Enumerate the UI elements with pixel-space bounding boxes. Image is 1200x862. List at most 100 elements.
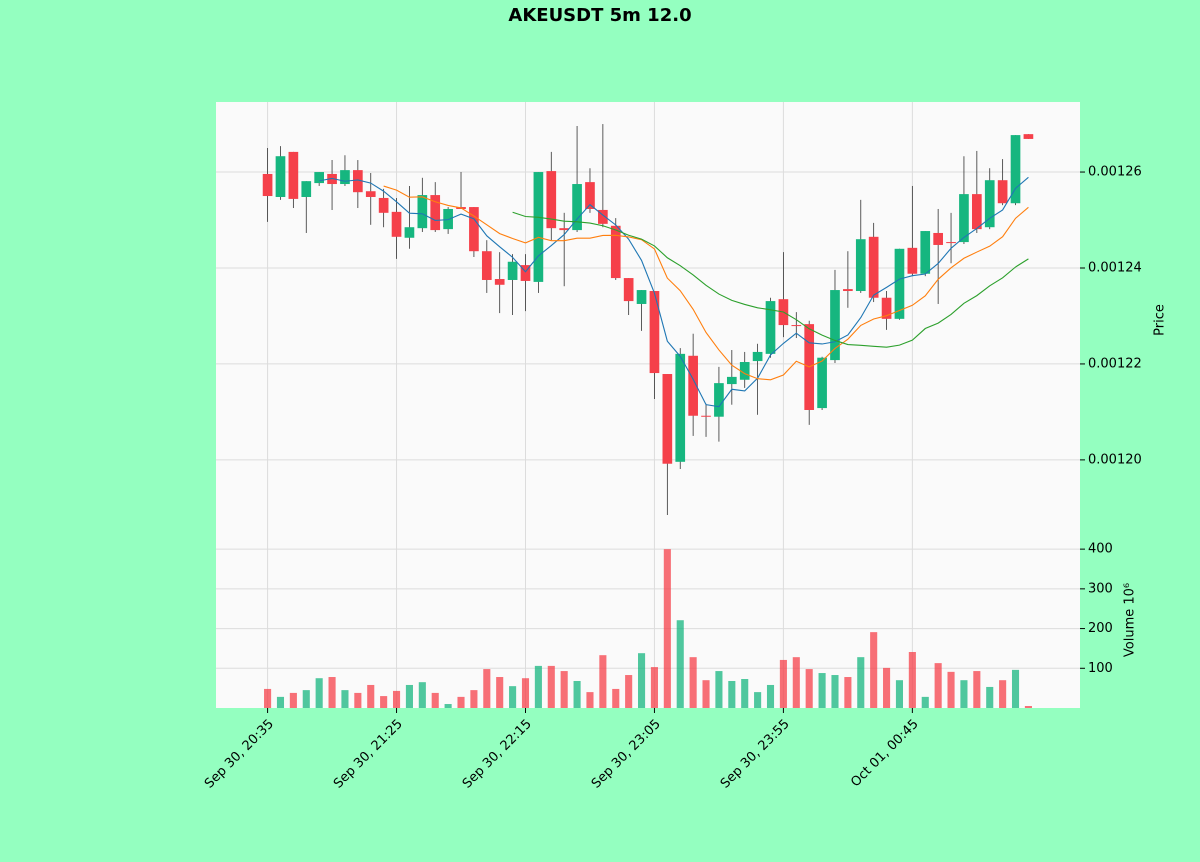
candle-body <box>649 291 660 374</box>
moving-average <box>512 211 1029 348</box>
candle-body <box>868 236 879 298</box>
volume-bar <box>818 673 826 708</box>
candle-body <box>920 231 931 274</box>
volume-bar <box>689 657 697 708</box>
candle-body <box>843 289 853 292</box>
volume-bar <box>483 669 491 708</box>
candle-body <box>933 232 943 245</box>
volume-bar <box>315 678 323 708</box>
volume-bar <box>960 680 968 708</box>
candle-body <box>391 211 402 237</box>
y-tick-label: 0.00120 <box>1088 452 1142 467</box>
candle-body <box>946 242 956 244</box>
volume-bar <box>947 671 955 708</box>
candle-body <box>714 383 724 417</box>
volume-bar <box>663 549 671 708</box>
candle-body <box>726 376 737 385</box>
candle-body <box>688 355 698 416</box>
candle-body <box>701 415 711 417</box>
candle-body <box>765 301 776 354</box>
volume-bar <box>521 678 530 708</box>
candle-body <box>881 297 892 319</box>
volume-bar <box>367 684 375 708</box>
volume-bar <box>676 620 684 708</box>
candle-body <box>894 248 905 319</box>
volume-bar <box>973 671 981 708</box>
candle-body <box>907 247 918 274</box>
candle-body <box>598 209 608 224</box>
volume-bar <box>328 677 336 708</box>
volume-bar <box>831 675 839 708</box>
volume-bar <box>779 659 787 708</box>
candle-body <box>353 170 363 193</box>
candle-body <box>662 374 673 464</box>
volume-tick-label: 300 <box>1088 581 1113 596</box>
volume-bar <box>405 684 413 708</box>
candle-body <box>494 279 505 285</box>
volume-bar <box>895 680 904 708</box>
candle-body <box>610 225 621 279</box>
volume-bar <box>1024 706 1032 708</box>
volume-bar <box>650 667 658 708</box>
volume-bar <box>908 652 916 708</box>
volume-bar <box>444 704 452 708</box>
volume-bar <box>341 690 349 708</box>
candle-body <box>314 172 324 184</box>
volume-bar <box>276 696 285 708</box>
volume-bar <box>457 696 465 708</box>
volume-bar <box>728 680 736 708</box>
candle-body <box>585 182 595 209</box>
candle-body <box>288 151 299 199</box>
volume-bar <box>302 690 310 708</box>
price-axis-label: Price <box>1153 304 1168 336</box>
candle-body <box>546 171 557 229</box>
volume-bar <box>844 677 852 708</box>
volume-tick-label: 400 <box>1088 542 1113 557</box>
candle-body <box>301 181 312 197</box>
volume-tick-label: 200 <box>1088 621 1113 636</box>
volume-tick-label: 100 <box>1088 661 1113 676</box>
candle-body <box>520 265 531 281</box>
candle-body <box>507 261 518 280</box>
volume-bar <box>264 688 272 708</box>
volume-bar <box>392 690 401 708</box>
candle-body <box>430 195 441 231</box>
candle-body <box>636 290 647 304</box>
candle-body <box>404 227 415 238</box>
volume-bar <box>638 653 646 708</box>
candle-body <box>572 184 582 231</box>
volume-bar <box>625 675 633 708</box>
candle-body <box>1010 135 1021 204</box>
volume-bar <box>534 665 542 708</box>
volume-bar <box>715 671 723 708</box>
volume-bar <box>999 680 1007 708</box>
volume-axis-label: Volume 10⁶ <box>1123 583 1138 657</box>
candle-body <box>340 170 350 185</box>
volume-bar <box>586 692 594 708</box>
candle-body <box>378 197 389 213</box>
volume-bar <box>573 680 581 708</box>
candle-body <box>984 180 995 228</box>
volume-bar <box>754 692 762 708</box>
volume-bar <box>560 671 568 708</box>
volume-bar <box>547 665 555 708</box>
volume-bar <box>986 686 994 708</box>
candle-body <box>855 239 866 292</box>
volume-bar <box>289 692 297 708</box>
y-tick-label: 0.00124 <box>1088 260 1142 275</box>
volume-bar <box>870 632 878 708</box>
volume-bar <box>612 688 620 708</box>
candle-body <box>817 357 827 409</box>
candle-body <box>675 353 686 462</box>
candle-body <box>559 228 570 231</box>
candle-body <box>417 195 428 229</box>
candle-body <box>623 278 634 302</box>
volume-bar <box>354 692 362 708</box>
volume-bar <box>921 696 929 708</box>
candle-body <box>365 191 376 197</box>
candle-body <box>959 194 969 243</box>
volume-bar <box>380 696 388 708</box>
candle-body <box>262 173 273 197</box>
candle-body <box>481 251 492 280</box>
